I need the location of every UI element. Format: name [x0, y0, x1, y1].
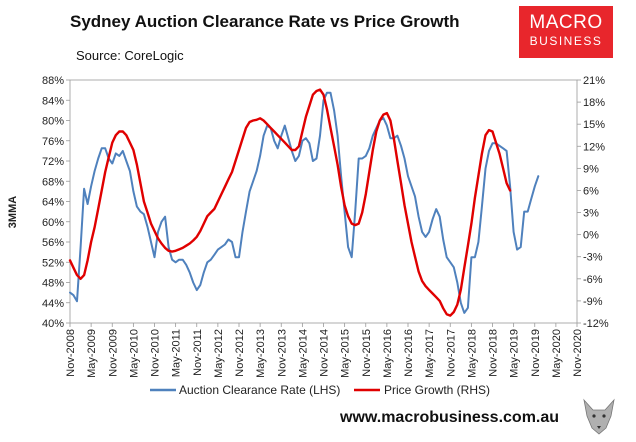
x-tick-label: Nov-2014 — [319, 329, 331, 377]
legend: Auction Clearance Rate (LHS) Price Growt… — [150, 383, 490, 397]
left-tick-label: 64% — [42, 197, 64, 209]
x-tick-label: Nov-2018 — [488, 329, 500, 377]
right-tick-label: 15% — [583, 119, 605, 131]
x-tick-label: May-2016 — [382, 329, 394, 378]
x-tick-label: May-2011 — [171, 329, 183, 377]
x-tick-label: May-2010 — [128, 329, 140, 378]
right-tick-label: 6% — [583, 185, 599, 197]
y-axis-label: 3MMA — [7, 196, 19, 228]
right-tick-label: 3% — [583, 208, 599, 220]
left-axis-ticks: 40% 44% 48% 52% 56% 60% 64% 68% 72% 76% 80% 84% 88% — [42, 75, 70, 330]
x-tick-label: May-2020 — [551, 329, 563, 378]
x-tick-label: May-2015 — [340, 329, 352, 378]
x-tick-label: Nov-2020 — [572, 329, 584, 377]
left-tick-label: 40% — [42, 318, 64, 330]
x-tick-label: Nov-2008 — [65, 329, 77, 377]
right-tick-label: -6% — [583, 274, 603, 286]
x-tick-label: May-2019 — [509, 329, 521, 378]
x-tick-label: May-2012 — [213, 329, 225, 378]
x-tick-label: Nov-2010 — [150, 329, 162, 377]
logo-line1: MACRO — [529, 12, 603, 33]
right-tick-label: 9% — [583, 163, 599, 175]
macro-business-logo: MACRO BUSINESS — [519, 6, 613, 58]
right-tick-label: -12% — [583, 318, 609, 330]
x-tick-label: May-2018 — [466, 329, 478, 378]
logo-line2: BUSINESS — [529, 34, 603, 48]
left-tick-label: 60% — [42, 217, 64, 229]
right-tick-label: -9% — [583, 296, 603, 308]
left-tick-label: 88% — [42, 75, 64, 87]
x-tick-label: Nov-2017 — [445, 329, 457, 377]
chart-title: Sydney Auction Clearance Rate vs Price G… — [70, 12, 460, 31]
chart-source: Source: CoreLogic — [76, 48, 184, 63]
series-line-auction-clearance — [69, 91, 540, 314]
legend-rhs-label: Price Growth (RHS) — [384, 383, 490, 397]
x-tick-label: May-2009 — [86, 329, 98, 378]
series-group — [68, 88, 540, 317]
fox-mascot-icon — [583, 398, 615, 435]
right-tick-label: 0% — [583, 230, 599, 242]
x-axis-ticks: Nov-2008 May-2009 Nov-2009 May-2010 Nov-2010… — [65, 323, 584, 378]
x-tick-label: Nov-2015 — [361, 329, 373, 377]
right-tick-label: 21% — [583, 75, 605, 87]
x-tick-label: Nov-2013 — [276, 329, 288, 377]
x-tick-label: Nov-2011 — [192, 329, 204, 376]
right-tick-label: -3% — [583, 252, 603, 264]
legend-lhs-label: Auction Clearance Rate (LHS) — [179, 383, 340, 397]
left-tick-label: 76% — [42, 136, 64, 148]
x-tick-label: May-2013 — [255, 329, 267, 378]
website-url: www.macrobusiness.com.au — [340, 409, 560, 426]
left-tick-label: 48% — [42, 278, 64, 290]
left-tick-label: 56% — [42, 237, 64, 249]
right-axis-ticks: -12% -9% -6% -3% 0% 3% 6% 9% 12% 15% 18% 21% — [577, 75, 609, 330]
series-line-price-growth — [68, 88, 512, 317]
left-tick-label: 68% — [42, 176, 64, 188]
left-tick-label: 84% — [42, 95, 64, 107]
x-tick-label: Nov-2019 — [530, 329, 542, 377]
x-tick-label: May-2017 — [424, 329, 436, 378]
plot-area-border — [69, 79, 578, 324]
left-tick-label: 52% — [42, 257, 64, 269]
x-tick-label: Nov-2009 — [107, 329, 119, 377]
left-tick-label: 80% — [42, 116, 64, 128]
x-tick-label: Nov-2016 — [403, 329, 415, 377]
x-tick-label: May-2014 — [297, 329, 309, 378]
right-tick-label: 18% — [583, 97, 605, 109]
right-tick-label: 12% — [583, 141, 605, 153]
left-tick-label: 44% — [42, 298, 64, 310]
x-tick-label: Nov-2012 — [234, 329, 246, 377]
left-tick-label: 72% — [42, 156, 64, 168]
